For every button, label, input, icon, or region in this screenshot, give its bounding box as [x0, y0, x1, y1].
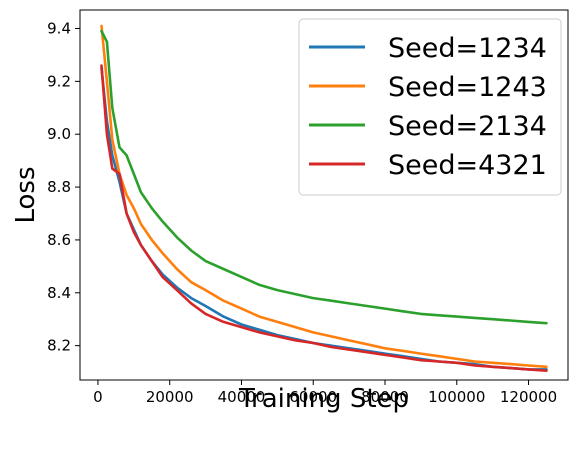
- series-line-4: [100, 64, 548, 373]
- x-tick-label: 20000: [146, 388, 194, 406]
- legend-label-1: Seed=1234: [388, 33, 547, 64]
- plot-frame: [79, 9, 569, 381]
- x-tick-label: 60000: [289, 388, 337, 406]
- y-tick-label: 8.6: [47, 231, 71, 249]
- x-tick-label: 0: [93, 388, 103, 406]
- x-tick-label: 100000: [428, 388, 485, 406]
- y-axis-ticks: 8.2 8.4 8.6 8.8 9.0 9.2 9.4: [47, 20, 80, 355]
- series-line-3: [100, 29, 548, 325]
- x-axis-label: Training Step: [238, 384, 409, 414]
- x-tick-label: 80000: [361, 388, 409, 406]
- y-tick-label: 9.0: [47, 125, 71, 143]
- legend-label-4: Seed=4321: [388, 150, 547, 181]
- y-tick-label: 8.2: [47, 337, 71, 355]
- x-tick-label: 120000: [500, 388, 557, 406]
- y-axis-label: Loss: [11, 166, 41, 223]
- series-line-2: [100, 24, 548, 369]
- x-tick-label: 40000: [218, 388, 266, 406]
- y-tick-label: 8.8: [47, 178, 71, 196]
- y-tick-label: 9.4: [47, 20, 71, 38]
- series-layer: [100, 24, 548, 373]
- legend-box: [298, 18, 562, 196]
- y-tick-label: 9.2: [47, 72, 71, 90]
- legend-label-2: Seed=1243: [388, 72, 547, 103]
- x-axis-ticks: 0 20000 40000 60000 80000 100000 120000: [93, 380, 557, 406]
- legend: Seed=1234 Seed=1243 Seed=2134 Seed=4321: [298, 18, 562, 196]
- y-tick-label: 8.4: [47, 284, 71, 302]
- legend-label-3: Seed=2134: [388, 111, 547, 142]
